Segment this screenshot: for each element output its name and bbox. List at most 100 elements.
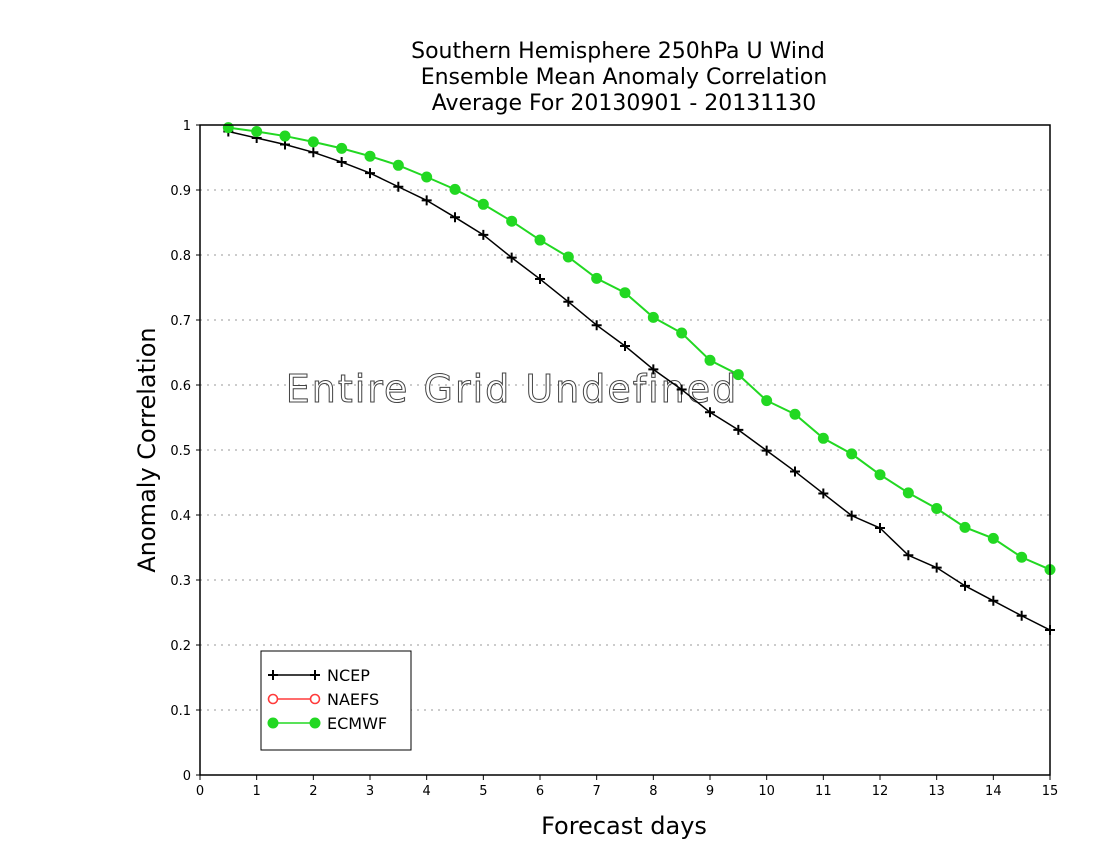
- legend-item-ecmwf: ECMWF: [267, 714, 387, 733]
- data-point-ncep: [478, 229, 489, 240]
- data-point-ncep: [591, 320, 602, 331]
- data-point-ecmwf: [449, 183, 461, 195]
- chart-title: Southern Hemisphere 250hPa U Wind Ensemb…: [411, 39, 827, 116]
- x-tick-label: 11: [815, 784, 832, 799]
- data-point-ncep: [733, 424, 744, 435]
- y-tick-label: 0: [183, 769, 191, 784]
- data-point-ncep: [620, 341, 630, 351]
- y-tick-label: 0.7: [170, 314, 191, 329]
- y-tick-label: 0.4: [170, 509, 191, 524]
- x-tick-label: 5: [479, 784, 487, 799]
- data-point-ecmwf: [477, 198, 489, 210]
- data-point-ncep: [393, 181, 404, 192]
- data-point-ncep: [903, 550, 914, 561]
- data-point-ncep: [931, 562, 942, 573]
- data-point-ncep: [761, 445, 772, 456]
- series-ecmwf: [222, 122, 1056, 576]
- x-tick-label: 9: [706, 784, 714, 799]
- legend: NCEP NAEFS ECMWF: [260, 650, 412, 751]
- series-layer: [222, 122, 1056, 636]
- x-tick-label: 1: [253, 784, 261, 799]
- x-tick-label: 14: [985, 784, 1002, 799]
- title-line-1: Southern Hemisphere 250hPa U Wind: [411, 39, 825, 64]
- legend-marker-ecmwf: [267, 717, 279, 729]
- legend-marker-ncep: [268, 670, 278, 680]
- legend-item-ncep: NCEP: [268, 666, 370, 685]
- x-tick-label: 15: [1042, 784, 1059, 799]
- y-tick-label: 1: [183, 119, 191, 134]
- data-point-ecmwf: [534, 234, 546, 246]
- x-tick-label: 3: [366, 784, 374, 799]
- series-line-ecmwf: [228, 126, 1051, 571]
- data-point-ecmwf: [902, 487, 914, 499]
- legend-marker-naefs: [267, 693, 279, 705]
- data-point-ncep: [1016, 610, 1027, 621]
- y-tick-label: 0.5: [170, 444, 191, 459]
- y-axis-ticks: 0 0.1 0.2 0.3 0.4 0.5 0.6 0.7 0.8 0.9 1: [170, 119, 200, 784]
- data-point-ncep: [506, 252, 517, 263]
- data-point-ecmwf: [421, 171, 433, 183]
- data-point-ecmwf: [789, 408, 801, 420]
- data-point-ncep: [960, 580, 970, 591]
- x-tick-label: 6: [536, 784, 544, 799]
- y-axis-label: Anomaly Correlation: [133, 327, 161, 572]
- plot-frame: [199, 124, 1051, 776]
- x-tick-label: 2: [309, 784, 317, 799]
- title-line-3: Average For 20130901 - 20131130: [432, 91, 817, 116]
- data-point-ncep: [818, 488, 829, 499]
- undefined-grid-annotation: Entire Grid Undefined: [286, 367, 739, 411]
- x-axis-label: Forecast days: [541, 812, 707, 840]
- data-point-ncep: [563, 296, 574, 307]
- series-ncep: [223, 126, 1055, 636]
- data-point-ecmwf: [222, 122, 234, 134]
- legend-label-ncep: NCEP: [327, 666, 370, 685]
- data-point-ncep: [365, 168, 375, 179]
- data-point-ncep: [790, 466, 800, 477]
- data-point-ncep: [988, 595, 999, 606]
- legend-marker-ecmwf: [309, 717, 321, 729]
- x-axis-ticks: 0 1 2 3 4 5 6 7 8 9 10 11 12 13 14 15: [196, 775, 1058, 799]
- x-tick-label: 12: [872, 784, 889, 799]
- data-point-ecmwf: [761, 395, 773, 407]
- data-point-ncep: [421, 195, 432, 206]
- data-point-ecmwf: [959, 521, 971, 533]
- data-point-ecmwf: [704, 354, 716, 366]
- legend-label-naefs: NAEFS: [327, 690, 379, 709]
- x-tick-label: 7: [593, 784, 601, 799]
- x-tick-label: 0: [196, 784, 204, 799]
- data-point-ecmwf: [307, 136, 319, 148]
- data-point-ecmwf: [619, 287, 631, 299]
- y-tick-label: 0.1: [170, 704, 191, 719]
- data-point-ncep: [308, 147, 319, 158]
- data-point-ncep: [336, 157, 347, 168]
- y-tick-label: 0.2: [170, 639, 191, 654]
- data-point-ecmwf: [817, 432, 829, 444]
- data-point-ecmwf: [846, 448, 858, 460]
- data-point-ecmwf: [732, 369, 744, 381]
- series-line-ncep: [228, 130, 1051, 631]
- data-point-ecmwf: [1016, 551, 1028, 563]
- data-point-ecmwf: [874, 469, 886, 481]
- y-tick-label: 0.6: [170, 379, 191, 394]
- data-point-ncep: [676, 384, 687, 395]
- x-tick-label: 13: [928, 784, 945, 799]
- title-line-2: Ensemble Mean Anomaly Correlation: [421, 65, 828, 90]
- x-tick-label: 8: [649, 784, 657, 799]
- legend-marker-ncep: [310, 670, 320, 680]
- data-point-ecmwf: [987, 532, 999, 544]
- legend-label-ecmwf: ECMWF: [327, 714, 387, 733]
- data-point-ecmwf: [336, 142, 348, 154]
- y-tick-label: 0.8: [170, 249, 191, 264]
- data-point-ncep: [648, 364, 659, 375]
- data-point-ecmwf: [591, 272, 603, 284]
- data-point-ecmwf: [676, 327, 688, 339]
- y-tick-label: 0.3: [170, 574, 191, 589]
- data-point-ecmwf: [364, 150, 376, 162]
- y-tick-label: 0.9: [170, 184, 191, 199]
- legend-box: [260, 650, 412, 751]
- data-point-ecmwf: [392, 159, 404, 171]
- legend-item-naefs: NAEFS: [267, 690, 379, 709]
- data-point-ecmwf: [647, 311, 659, 323]
- data-point-ecmwf: [279, 130, 291, 142]
